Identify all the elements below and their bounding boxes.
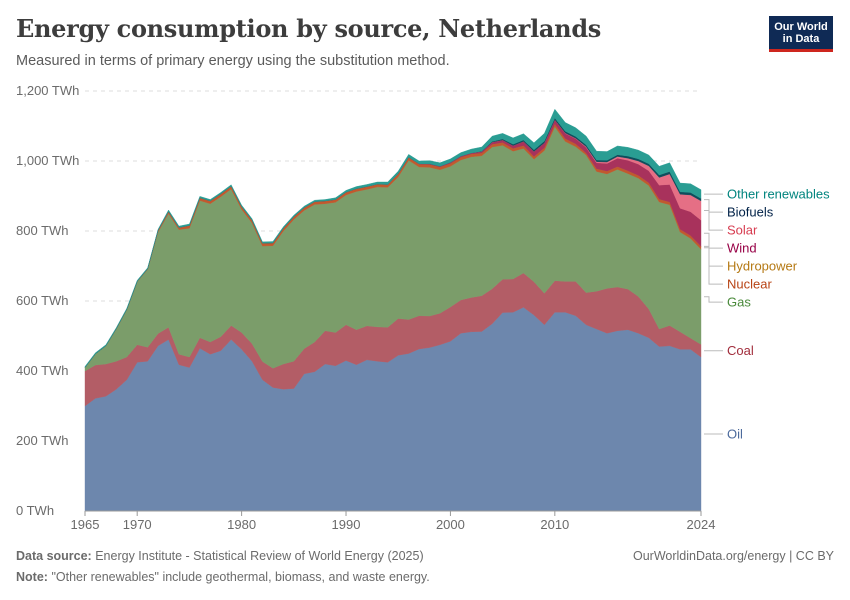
legend-connector [704, 232, 723, 249]
logo-line-2: in Data [782, 33, 820, 45]
note-label: Note: [16, 570, 48, 584]
legend-label-oil: Oil [727, 427, 743, 442]
legend-connector [704, 245, 723, 267]
chart-title: Energy consumption by source, Netherland… [16, 14, 602, 43]
area-series [84, 108, 702, 512]
data-source-text[interactable]: Energy Institute - Statistical Review of… [95, 549, 424, 563]
x-tick-label: 1970 [123, 517, 152, 532]
y-axis-ticks: 0 TWh 200 TWh 400 TWh 600 TWh 800 TWh 1,000 T… [16, 83, 79, 518]
data-source: Data source: Energy Institute - Statisti… [16, 549, 424, 563]
x-tick-label: 2024 [687, 517, 716, 532]
legend: Other renewables Biofuels Solar Wind Hydropo… [704, 187, 830, 442]
legend-label-coal: Coal [727, 343, 754, 358]
area-other-renewables [84, 108, 702, 369]
legend-label-wind: Wind [727, 241, 757, 256]
x-tick-label: 2000 [436, 517, 465, 532]
note-text: "Other renewables" include geothermal, b… [51, 570, 430, 584]
legend-label-solar: Solar [727, 223, 758, 238]
x-tick-label: 1990 [332, 517, 361, 532]
y-tick-label: 200 TWh [16, 433, 69, 448]
legend-connector [704, 210, 723, 231]
legend-label-nuclear: Nuclear [727, 277, 772, 292]
credit-link[interactable]: OurWorldinData.org/energy | CC BY [632, 549, 834, 563]
legend-connector [704, 199, 723, 213]
logo-line-1: Our World [774, 21, 828, 33]
y-tick-label: 800 TWh [16, 223, 69, 238]
y-tick-label: 1,000 TWh [16, 153, 79, 168]
legend-label-hydropower: Hydropower [727, 259, 798, 274]
legend-label-biofuels: Biofuels [727, 205, 774, 220]
y-tick-label: 0 TWh [16, 503, 54, 518]
y-tick-label: 400 TWh [16, 363, 69, 378]
chart-subtitle: Measured in terms of primary energy usin… [16, 53, 450, 69]
x-axis: 1965 1970 1980 1990 2000 2010 2024 [71, 510, 716, 532]
x-tick-label: 1980 [227, 517, 256, 532]
legend-connector [704, 296, 723, 303]
x-tick-label: 1965 [71, 517, 100, 532]
y-tick-label: 600 TWh [16, 293, 69, 308]
legend-label-other-renewables: Other renewables [727, 187, 830, 202]
data-source-label: Data source: [16, 549, 92, 563]
x-tick-label: 2010 [540, 517, 569, 532]
legend-connector [704, 247, 723, 285]
owid-logo[interactable]: Our World in Data [769, 16, 833, 52]
legend-label-gas: Gas [727, 295, 751, 310]
chart-note: Note: "Other renewables" include geother… [16, 570, 430, 584]
y-tick-label: 1,200 TWh [16, 83, 79, 98]
